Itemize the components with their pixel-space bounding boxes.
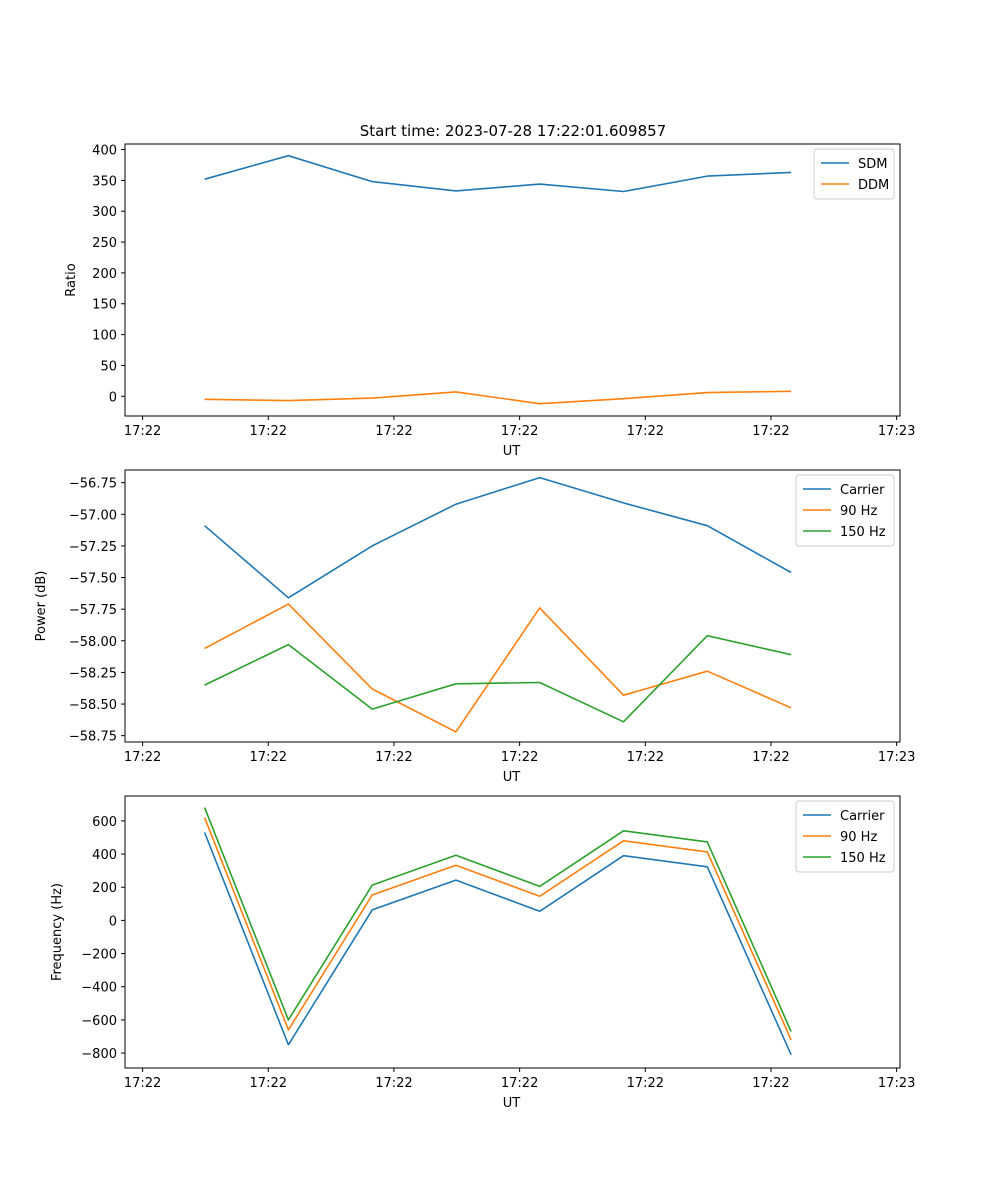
y-tick-label: 400 (92, 144, 117, 159)
legend-label: Carrier (840, 809, 885, 824)
legend-box (795, 800, 895, 873)
x-tick-label: 17:22 (627, 750, 664, 765)
x-tick-label: 17:22 (501, 750, 538, 765)
legend: Carrier 90 Hz 150 Hz (795, 474, 895, 547)
y-axis-label: Frequency (Hz) (50, 883, 65, 981)
series-line-90-hz (203, 817, 792, 1041)
y-tick-label: −400 (81, 981, 117, 996)
x-tick-label: 17:22 (250, 424, 287, 439)
x-tick-label: 17:22 (250, 1076, 287, 1091)
x-tick-label: 17:23 (878, 424, 915, 439)
legend-box (813, 148, 895, 200)
legend-label: 90 Hz (840, 504, 877, 519)
x-tick-label: 17:22 (375, 1076, 412, 1091)
y-tick-label: 0 (109, 390, 117, 405)
y-tick-label: −58.25 (69, 666, 117, 681)
y-tick-label: −600 (81, 1014, 117, 1029)
y-tick-label: 400 (92, 848, 117, 863)
y-tick-label: −800 (81, 1047, 117, 1062)
y-tick-label: 200 (92, 267, 117, 282)
y-tick-label: 300 (92, 205, 117, 220)
x-tick-label: 17:23 (878, 750, 915, 765)
x-tick-label: 17:22 (124, 424, 161, 439)
axes-frame (124, 469, 901, 743)
series-line-90-hz (204, 603, 792, 733)
legend-box (795, 474, 895, 547)
x-axis-label: UT (503, 1096, 521, 1111)
y-tick-label: −58.75 (69, 730, 117, 745)
y-tick-label: 250 (92, 236, 117, 251)
axes-frame (124, 795, 901, 1069)
series-line-sdm (204, 154, 792, 193)
x-axis-label: UT (503, 444, 521, 459)
x-tick-label: 17:22 (627, 1076, 664, 1091)
y-tick-label: −58.50 (69, 698, 117, 713)
series-line-carrier (203, 832, 792, 1056)
y-axis-label: Power (dB) (34, 571, 49, 642)
x-tick-label: 17:22 (375, 424, 412, 439)
y-axis-label: Ratio (64, 263, 79, 296)
figure-title: Start time: 2023-07-28 17:22:01.609857 (360, 122, 666, 140)
x-tick-label: 17:22 (124, 750, 161, 765)
y-tick-label: 200 (92, 881, 117, 896)
y-tick-label: 100 (92, 329, 117, 344)
x-axis-label: UT (503, 770, 521, 785)
y-tick-label: 150 (92, 298, 117, 313)
y-tick-label: −57.00 (69, 508, 117, 523)
panels: 17:22 17:22 17:22 17:22 17:22 17:22 17:23 0 50 10… (34, 143, 915, 1111)
x-tick-label: 17:22 (627, 424, 664, 439)
legend-label: 150 Hz (840, 851, 886, 866)
y-tick-label: −57.25 (69, 540, 117, 555)
y-tick-label: −56.75 (69, 477, 117, 492)
series-line-ddm (204, 390, 792, 405)
x-tick-label: 17:22 (124, 1076, 161, 1091)
x-tick-label: 17:22 (501, 424, 538, 439)
legend-label: Carrier (840, 483, 885, 498)
x-tick-label: 17:22 (250, 750, 287, 765)
x-tick-label: 17:22 (752, 1076, 789, 1091)
chart-panel-1: 17:22 17:22 17:22 17:22 17:22 17:22 17:23 0 50 10… (64, 143, 915, 459)
legend: Carrier 90 Hz 150 Hz (795, 800, 895, 873)
y-tick-label: 600 (92, 815, 117, 830)
x-tick-label: 17:22 (375, 750, 412, 765)
chart-panel-3: 17:22 17:22 17:22 17:22 17:22 17:22 17:23 −800 −… (50, 795, 915, 1111)
x-tick-label: 17:22 (752, 424, 789, 439)
chart-panel-2: 17:22 17:22 17:22 17:22 17:22 17:22 17:23 −58.7… (34, 469, 915, 785)
legend-label: DDM (858, 178, 889, 193)
y-tick-label: 350 (92, 174, 117, 189)
legend-label: 150 Hz (840, 525, 886, 540)
legend-label: SDM (858, 157, 887, 172)
y-tick-label: −57.50 (69, 572, 117, 587)
y-tick-label: 50 (100, 359, 117, 374)
y-tick-label: 0 (109, 914, 117, 929)
series-line-150-hz (204, 634, 792, 723)
axes-frame (124, 143, 901, 417)
x-tick-label: 17:22 (501, 1076, 538, 1091)
y-tick-label: −200 (81, 948, 117, 963)
y-tick-label: −58.00 (69, 635, 117, 650)
series-line-carrier (204, 476, 792, 599)
legend-label: 90 Hz (840, 830, 877, 845)
x-tick-label: 17:22 (752, 750, 789, 765)
y-tick-label: −57.75 (69, 603, 117, 618)
series-line-150-hz (203, 807, 792, 1032)
legend: SDM DDM (813, 148, 895, 200)
x-tick-label: 17:23 (878, 1076, 915, 1091)
